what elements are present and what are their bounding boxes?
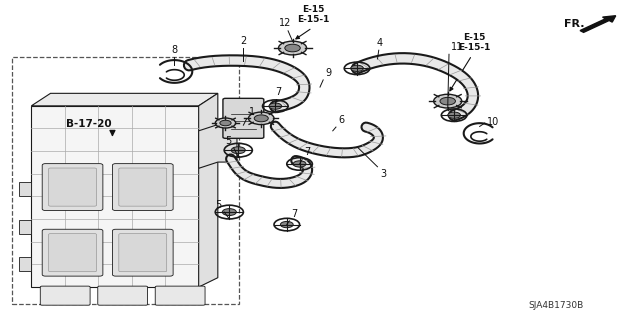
Polygon shape [19,182,31,197]
Text: E-15
E-15-1: E-15 E-15-1 [458,33,491,52]
Circle shape [254,115,268,122]
Text: FR.: FR. [564,19,584,29]
Circle shape [220,120,231,126]
Polygon shape [31,106,198,287]
Polygon shape [19,257,31,271]
FancyBboxPatch shape [119,234,167,272]
Text: B-17-20: B-17-20 [66,119,111,129]
FancyBboxPatch shape [223,98,264,138]
Circle shape [269,103,282,109]
Text: 10: 10 [487,117,500,127]
Polygon shape [198,93,218,287]
Text: 11: 11 [451,42,463,52]
Text: 1: 1 [248,107,255,117]
FancyBboxPatch shape [119,168,167,206]
Circle shape [278,41,307,55]
Text: 9: 9 [325,68,332,78]
Text: 12: 12 [278,19,291,28]
FancyBboxPatch shape [49,168,97,206]
Text: E-15
E-15-1: E-15 E-15-1 [298,4,330,24]
FancyBboxPatch shape [156,286,205,305]
Text: 4: 4 [377,38,383,48]
Polygon shape [19,220,31,234]
Circle shape [280,221,293,228]
Circle shape [434,94,462,108]
FancyBboxPatch shape [42,164,103,211]
Text: SJA4B1730B: SJA4B1730B [529,300,584,309]
FancyBboxPatch shape [40,286,90,305]
FancyBboxPatch shape [98,286,148,305]
FancyBboxPatch shape [113,229,173,276]
Circle shape [231,147,245,154]
Circle shape [293,161,306,167]
Polygon shape [31,93,218,106]
Circle shape [285,44,300,52]
Polygon shape [198,125,237,168]
Circle shape [215,118,236,128]
Text: 6: 6 [338,115,344,125]
Bar [12,57,239,304]
Text: 8: 8 [172,45,177,55]
Text: 7: 7 [304,147,310,157]
Text: 5: 5 [216,200,221,210]
FancyBboxPatch shape [42,229,103,276]
Text: 2: 2 [240,36,246,46]
Circle shape [248,112,274,125]
Circle shape [440,97,456,105]
FancyArrow shape [580,16,616,32]
Text: 5: 5 [226,136,232,146]
Text: 7: 7 [275,87,282,97]
Circle shape [448,112,461,118]
Text: 3: 3 [380,169,386,179]
Text: 7: 7 [291,209,298,219]
Circle shape [351,65,364,71]
FancyBboxPatch shape [49,234,97,272]
Circle shape [222,209,236,216]
FancyBboxPatch shape [113,164,173,211]
